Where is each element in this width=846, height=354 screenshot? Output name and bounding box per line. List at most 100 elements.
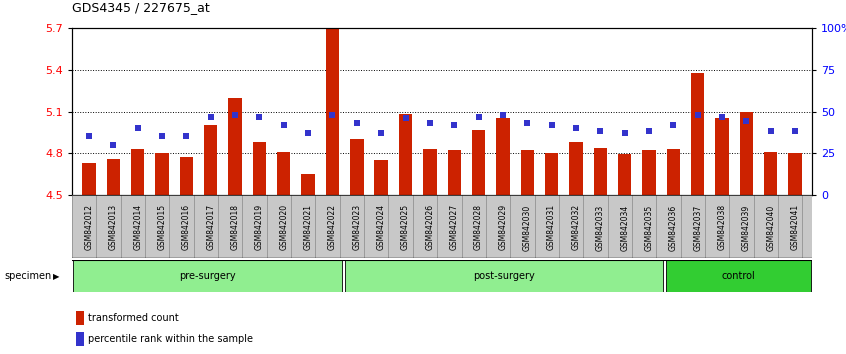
Text: GSM842040: GSM842040 xyxy=(766,204,775,251)
Bar xyxy=(375,160,387,195)
Text: GSM842028: GSM842028 xyxy=(474,204,483,250)
Point xyxy=(107,142,120,148)
Point xyxy=(667,122,680,128)
Text: GSM842017: GSM842017 xyxy=(206,204,215,250)
Text: GSM842034: GSM842034 xyxy=(620,204,629,251)
Text: GSM842020: GSM842020 xyxy=(279,204,288,250)
Bar xyxy=(618,154,631,195)
Bar xyxy=(666,260,810,292)
Text: GSM842032: GSM842032 xyxy=(571,204,580,250)
Point xyxy=(739,119,753,124)
Bar xyxy=(72,195,812,258)
Point xyxy=(764,129,777,134)
Bar xyxy=(74,260,342,292)
Bar xyxy=(594,148,607,195)
Bar xyxy=(716,119,728,195)
Text: GSM842022: GSM842022 xyxy=(328,204,337,250)
Bar xyxy=(82,163,96,195)
Bar xyxy=(520,150,534,195)
Text: GSM842025: GSM842025 xyxy=(401,204,410,250)
Bar xyxy=(569,142,583,195)
Point xyxy=(594,129,607,134)
Point xyxy=(350,120,364,126)
Text: GSM842029: GSM842029 xyxy=(498,204,508,250)
Text: GSM842019: GSM842019 xyxy=(255,204,264,250)
Point xyxy=(691,112,705,118)
Text: GSM842036: GSM842036 xyxy=(669,204,678,251)
Bar xyxy=(277,152,290,195)
Point xyxy=(520,120,534,126)
Text: GSM842015: GSM842015 xyxy=(157,204,167,250)
Bar xyxy=(301,174,315,195)
Text: percentile rank within the sample: percentile rank within the sample xyxy=(88,334,253,344)
Point xyxy=(423,120,437,126)
Bar xyxy=(739,112,753,195)
Text: GSM842039: GSM842039 xyxy=(742,204,751,251)
Text: GSM842023: GSM842023 xyxy=(352,204,361,250)
Point xyxy=(253,114,266,119)
Point xyxy=(204,114,217,119)
Bar xyxy=(472,130,486,195)
Point xyxy=(179,134,193,139)
Point xyxy=(301,130,315,136)
Bar xyxy=(448,150,461,195)
Bar xyxy=(345,260,662,292)
Text: GSM842024: GSM842024 xyxy=(376,204,386,250)
Bar xyxy=(75,312,85,325)
Point xyxy=(496,112,509,118)
Bar xyxy=(764,152,777,195)
Text: GSM842035: GSM842035 xyxy=(645,204,653,251)
Point xyxy=(131,125,145,131)
Point xyxy=(642,129,656,134)
Text: GSM842014: GSM842014 xyxy=(133,204,142,250)
Bar xyxy=(788,153,802,195)
Bar xyxy=(156,153,168,195)
Text: GSM842018: GSM842018 xyxy=(231,204,239,250)
Text: GSM842037: GSM842037 xyxy=(693,204,702,251)
Point xyxy=(545,122,558,128)
Bar xyxy=(326,28,339,195)
Text: GSM842013: GSM842013 xyxy=(109,204,118,250)
Bar xyxy=(545,153,558,195)
Text: GSM842016: GSM842016 xyxy=(182,204,191,250)
Text: specimen: specimen xyxy=(4,271,52,281)
Text: GSM842031: GSM842031 xyxy=(547,204,556,250)
Text: GSM842026: GSM842026 xyxy=(426,204,434,250)
Point xyxy=(788,129,802,134)
Point xyxy=(228,112,242,118)
Bar xyxy=(691,73,705,195)
Bar xyxy=(350,139,364,195)
Text: GDS4345 / 227675_at: GDS4345 / 227675_at xyxy=(72,1,210,14)
Point xyxy=(277,122,290,128)
Text: post-surgery: post-surgery xyxy=(473,271,535,281)
Bar xyxy=(179,157,193,195)
Bar xyxy=(423,149,437,195)
Point xyxy=(448,122,461,128)
Point xyxy=(82,134,96,139)
Bar xyxy=(75,332,85,346)
Bar xyxy=(131,149,145,195)
Bar xyxy=(398,114,412,195)
Point xyxy=(569,125,583,131)
Text: GSM842012: GSM842012 xyxy=(85,204,93,250)
Text: GSM842030: GSM842030 xyxy=(523,204,532,251)
Bar xyxy=(204,125,217,195)
Point xyxy=(398,115,412,121)
Bar xyxy=(107,159,120,195)
Text: GSM842021: GSM842021 xyxy=(304,204,313,250)
Point xyxy=(155,134,168,139)
Text: GSM842041: GSM842041 xyxy=(791,204,799,250)
Point xyxy=(375,130,388,136)
Bar xyxy=(667,149,680,195)
Bar xyxy=(228,98,242,195)
Point xyxy=(618,130,631,136)
Point xyxy=(716,114,729,119)
Point xyxy=(472,114,486,119)
Bar xyxy=(253,142,266,195)
Text: ▶: ▶ xyxy=(53,272,60,281)
Point xyxy=(326,112,339,118)
Text: transformed count: transformed count xyxy=(88,313,179,323)
Text: GSM842038: GSM842038 xyxy=(717,204,727,250)
Text: GSM842027: GSM842027 xyxy=(450,204,459,250)
Text: GSM842033: GSM842033 xyxy=(596,204,605,251)
